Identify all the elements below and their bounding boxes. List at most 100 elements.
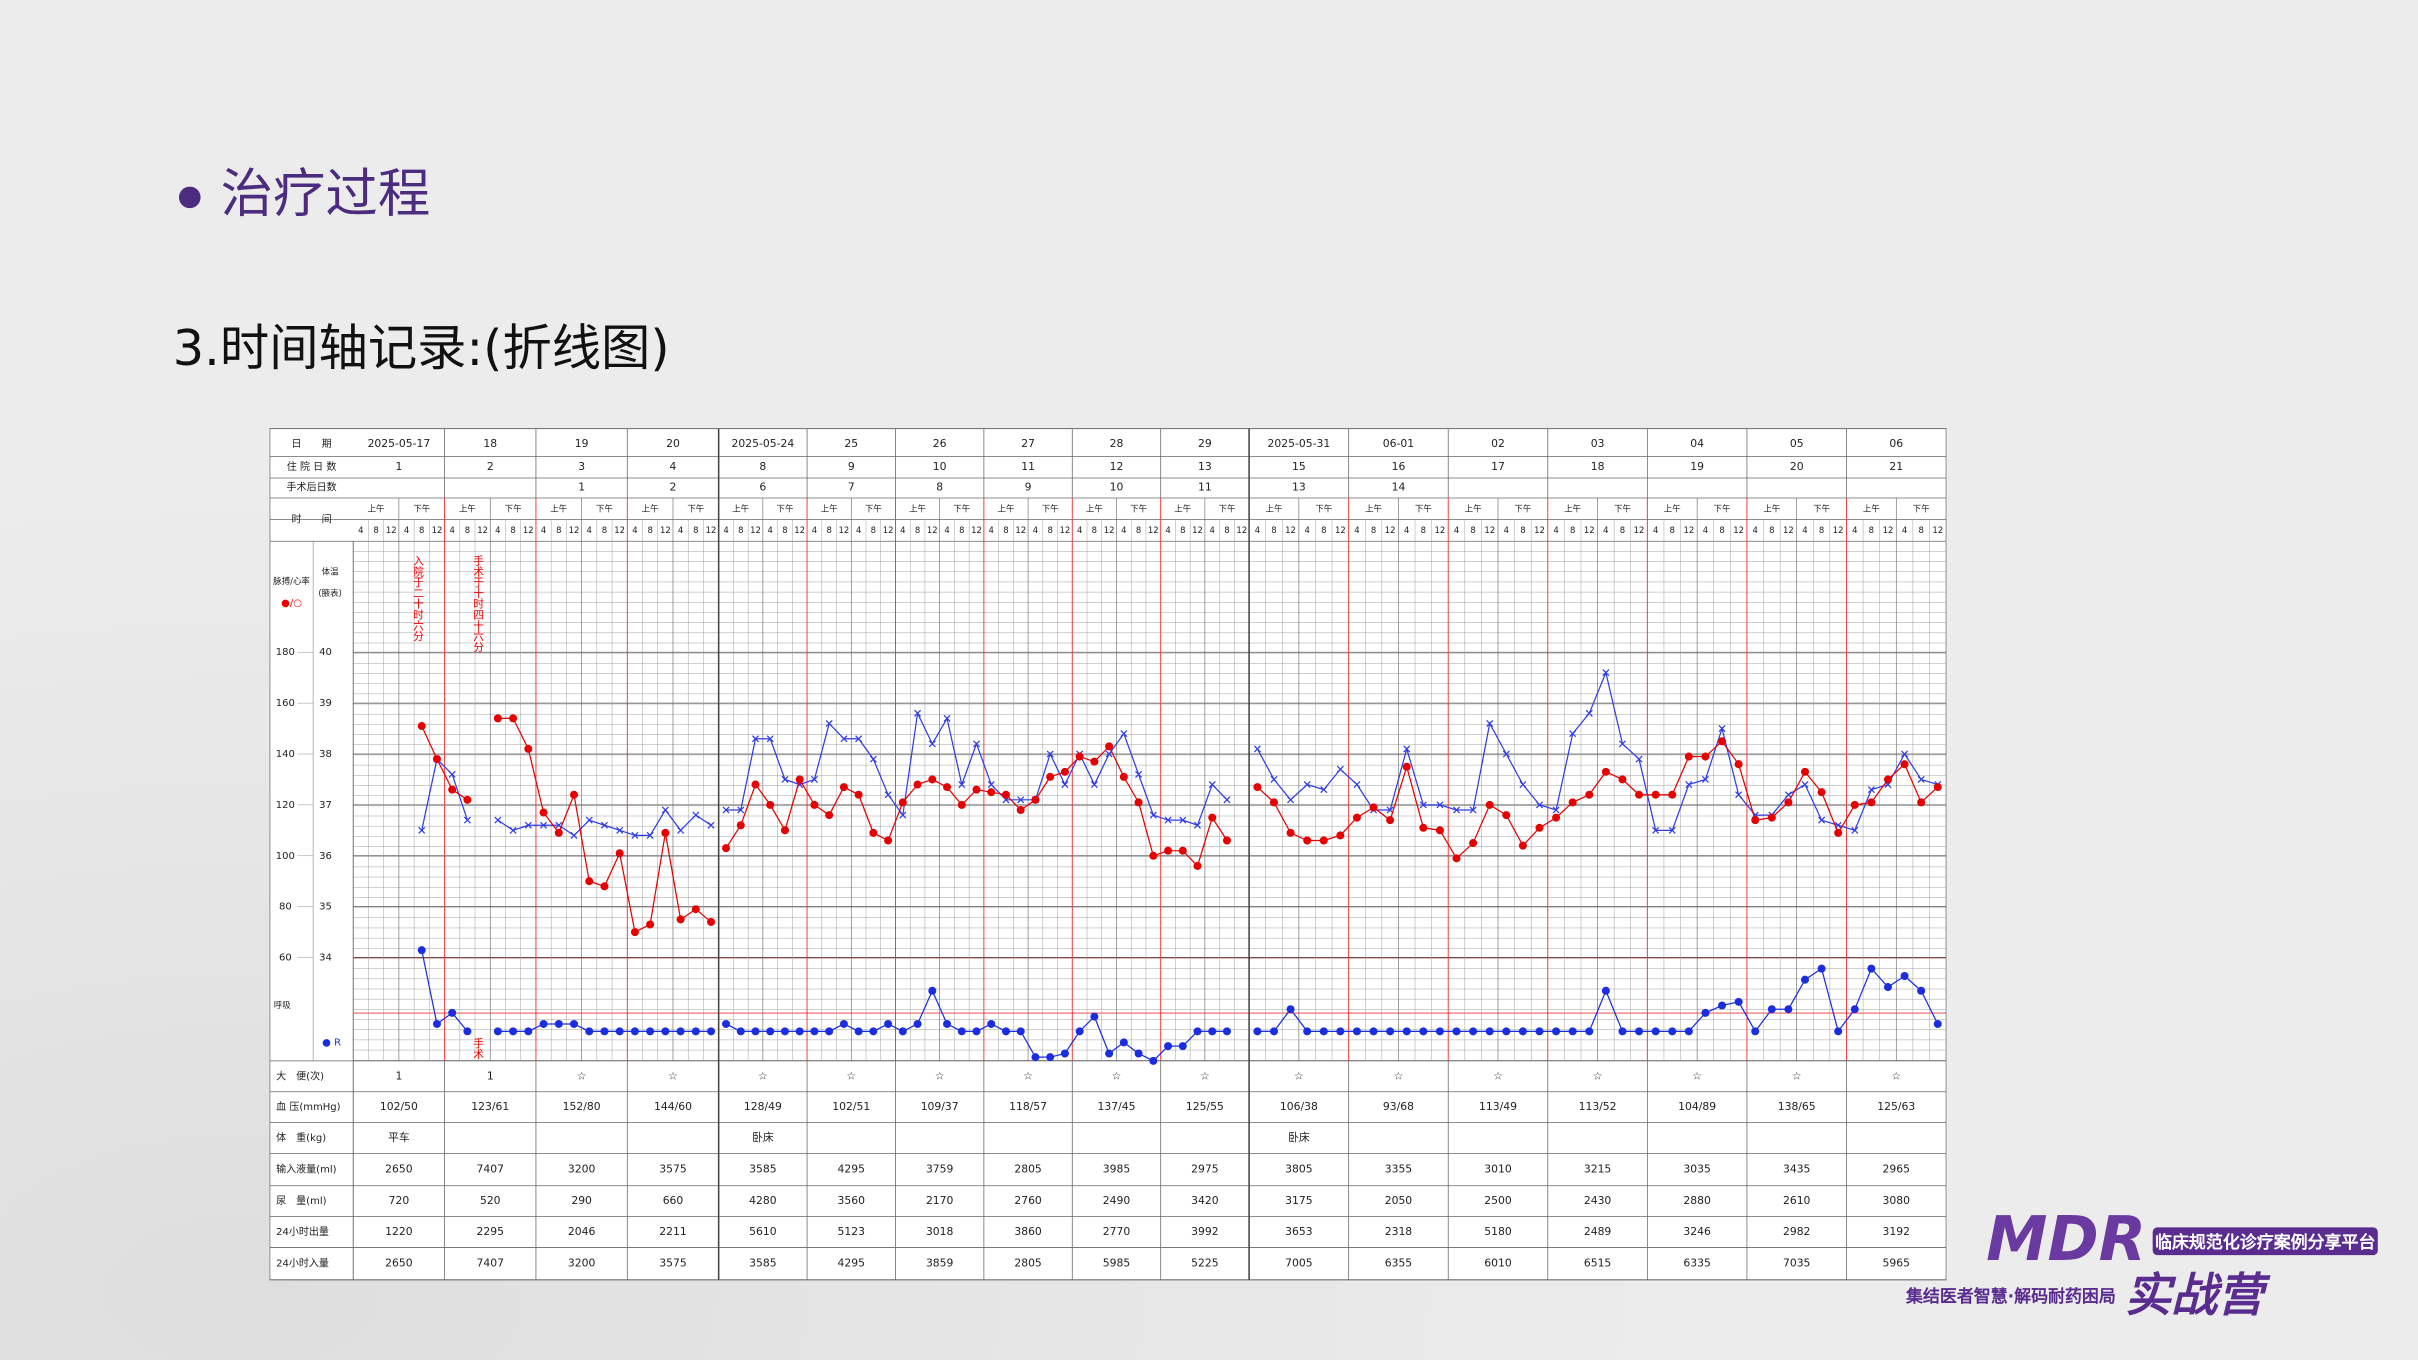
resp-marker [1419, 1027, 1428, 1036]
pulse-marker [1635, 790, 1644, 799]
resp-marker [1222, 1027, 1231, 1036]
pulse-marker [509, 714, 518, 723]
cell-stool: ☆ [758, 1069, 768, 1082]
temp-marker [1436, 801, 1444, 809]
half-day: 上午 [1664, 503, 1681, 513]
temp-marker [1208, 781, 1216, 789]
row-label: ●/○ [281, 598, 302, 609]
resp-marker [1134, 1049, 1143, 1058]
time-slot: 8 [826, 525, 831, 535]
row-label: ● R [322, 1037, 341, 1048]
time-slot: 4 [989, 525, 994, 535]
time-slot: 8 [1570, 525, 1575, 535]
pulse-marker [1352, 813, 1361, 822]
resp-marker [957, 1027, 966, 1036]
resp-marker [795, 1027, 804, 1036]
time-slot: 8 [1520, 525, 1525, 535]
resp-marker [1286, 1005, 1295, 1014]
cell-urine: 3560 [838, 1194, 866, 1207]
resp-marker [1075, 1027, 1084, 1036]
time-slot: 4 [1165, 525, 1170, 535]
half-day: 下午 [1042, 503, 1059, 513]
cell-stool: ☆ [1891, 1069, 1901, 1082]
time-slot: 4 [541, 525, 546, 535]
half-day: 下午 [865, 503, 882, 513]
time-slot: 8 [1719, 525, 1724, 535]
pulse-marker [585, 877, 594, 886]
pulse-marker [1075, 752, 1084, 761]
pulse-marker [691, 905, 700, 914]
pulse-marker [1850, 800, 1859, 809]
pulse-tick-label: 120 [276, 800, 295, 811]
cell-intake-24h: 3585 [749, 1257, 776, 1270]
resp-marker [854, 1027, 863, 1036]
pulse-marker [569, 790, 579, 799]
cell-output-24h: 3018 [926, 1225, 954, 1238]
logo-brand: MDR [1986, 1203, 2146, 1275]
time-slot: 12 [1335, 525, 1346, 535]
cell-urine: 520 [480, 1194, 501, 1207]
half-day: 下午 [1315, 503, 1332, 513]
annotation: 手术于十时四十六分 [472, 555, 485, 653]
cell-hospital-day: 8 [759, 460, 766, 473]
half-day: 上午 [368, 503, 385, 513]
temp-marker [1194, 821, 1202, 829]
time-slot: 12 [1584, 525, 1595, 535]
pulse-marker [1105, 742, 1114, 751]
temp-marker [810, 775, 818, 783]
time-slot: 12 [386, 525, 397, 535]
pulse-tick-label: 140 [276, 749, 295, 760]
temp-marker [1452, 806, 1461, 814]
time-slot: 8 [419, 525, 424, 535]
time-slot: 4 [1454, 525, 1459, 535]
cell-bp: 144/60 [654, 1100, 692, 1113]
cell-urine: 4280 [749, 1194, 777, 1207]
resp-marker [1253, 1027, 1262, 1036]
cell-intake-24h: 3200 [568, 1257, 596, 1270]
cell-urine: 3175 [1285, 1194, 1312, 1207]
pulse-marker [1751, 816, 1760, 825]
pulse-marker [825, 811, 834, 820]
half-day: 下午 [953, 503, 970, 513]
logo-name: 实战营 [2125, 1268, 2272, 1322]
temp-marker [855, 735, 863, 743]
pulse-marker [1601, 767, 1610, 776]
time-slot: 12 [432, 525, 443, 535]
temp-marker [1135, 770, 1143, 778]
cell-urine: 3080 [1883, 1194, 1911, 1207]
time-slot: 8 [959, 525, 964, 535]
cell-date: 28 [1110, 437, 1124, 450]
resp-marker [707, 1027, 716, 1036]
logo: MDR 临床规范化诊疗案例分享平台 实战营 集结医者智慧·解码耐药困局 [1905, 1203, 2378, 1322]
resp-marker [943, 1019, 952, 1028]
half-day: 上午 [642, 503, 659, 513]
cell-intake-24h: 4295 [838, 1257, 865, 1270]
cell-date: 26 [933, 437, 947, 450]
pulse-marker [1552, 813, 1561, 822]
resp-marker [839, 1019, 848, 1028]
half-day: 上午 [1086, 503, 1103, 513]
temp-marker [1801, 781, 1809, 789]
time-slot: 12 [750, 525, 761, 535]
logo-motto: 集结医者智慧·解码耐药困局 [1905, 1286, 2116, 1306]
resp-marker [1402, 1027, 1411, 1036]
time-slot: 8 [1869, 525, 1874, 535]
temp-marker [463, 816, 471, 824]
cell-bp: 106/38 [1280, 1100, 1318, 1113]
time-slot: 8 [1321, 525, 1326, 535]
time-slot: 8 [1470, 525, 1475, 535]
cell-hospital-day: 11 [1021, 460, 1035, 473]
pulse-marker [884, 836, 893, 845]
cell-hospital-day: 18 [1591, 460, 1605, 473]
time-slot: 12 [1932, 525, 1943, 535]
cell-intake-24h: 6355 [1385, 1257, 1412, 1270]
cell-intake-fluid: 3355 [1385, 1163, 1412, 1176]
cell-stool: ☆ [1493, 1069, 1503, 1082]
time-slot: 4 [1077, 525, 1082, 535]
time-slot: 4 [1852, 525, 1857, 535]
cell-output-24h: 2295 [477, 1225, 504, 1238]
pulse-marker [1303, 836, 1312, 845]
half-day: 上午 [1266, 503, 1283, 513]
pulse-marker [1222, 836, 1231, 845]
